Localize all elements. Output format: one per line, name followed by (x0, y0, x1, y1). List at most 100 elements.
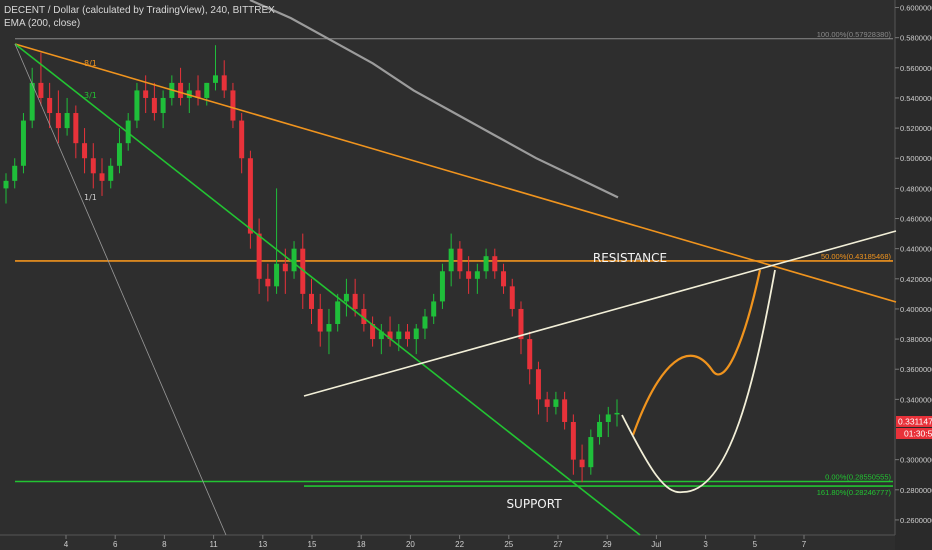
candle-body (457, 248, 463, 272)
candle-body (335, 301, 341, 325)
ema-line-group (249, 0, 619, 199)
rising-trendline[interactable] (303, 230, 897, 397)
y-tick-label: 0.60000000 (900, 4, 932, 13)
candle-body (326, 324, 332, 332)
countdown-tag (896, 428, 932, 439)
x-tick-label: 7 (802, 540, 807, 549)
candle-body (274, 263, 280, 287)
y-tick-label: 0.56000000 (900, 64, 932, 73)
candle-body (343, 293, 349, 302)
candle-body (413, 328, 419, 340)
y-tick-label: 0.40000000 (900, 305, 932, 314)
candle-body (579, 459, 585, 468)
candle-body (178, 82, 184, 98)
projection-orange-path[interactable] (631, 269, 762, 436)
fan-label-1-1: 1/1 (84, 193, 97, 202)
y-tick-label: 0.46000000 (900, 215, 932, 224)
candle-body (64, 113, 70, 129)
time-axis-ticks: 4 6 8 11 13 15 18 20 22 25 27 29 Jul 3 5 7 (64, 535, 807, 549)
candle-body (317, 308, 323, 332)
candle-body (282, 263, 288, 272)
candle-body (151, 97, 157, 114)
candle-body (518, 308, 524, 340)
candle-body (90, 158, 96, 174)
candle-body (474, 271, 480, 279)
support-label: SUPPORT (506, 497, 562, 511)
candle-body (448, 248, 454, 272)
candle-body (256, 233, 262, 279)
x-tick-label: 4 (64, 540, 69, 549)
candle-body (195, 90, 201, 98)
candle-body (73, 113, 79, 144)
price-axis-ticks: 0.60000000 0.58000000 0.56000000 0.54000000… (895, 4, 932, 525)
y-tick-label: 0.42000000 (900, 275, 932, 284)
projection-white-path[interactable] (621, 269, 776, 494)
indicator-title: EMA (200, close) (4, 18, 80, 29)
x-tick-label: 18 (357, 540, 366, 549)
candle-body (466, 271, 472, 279)
candle-body (588, 437, 594, 468)
ema-line (249, 0, 619, 199)
fib-level-label: 100.00%(0.57928380) (817, 30, 892, 39)
candle-body (160, 97, 166, 114)
x-tick-label: 29 (603, 540, 612, 549)
candle-body (239, 120, 245, 159)
candle-body (116, 143, 122, 166)
y-tick-label: 0.28000000 (900, 486, 932, 495)
candle-body (186, 90, 192, 98)
y-tick-label: 0.58000000 (900, 34, 932, 43)
fan-line-1-1[interactable] (14, 43, 227, 536)
candle-body (527, 339, 533, 370)
x-tick-label: 20 (406, 540, 415, 549)
y-tick-label: 0.34000000 (900, 395, 932, 404)
x-tick-label: 13 (258, 540, 267, 549)
trendlines-group (14, 43, 897, 536)
candle-body (309, 293, 314, 309)
fibonacci-levels: 100.00%(0.57928380) 50.00%(0.43185468) 0.0… (15, 30, 893, 497)
candle-body (221, 75, 227, 91)
candle-body (439, 271, 445, 302)
fan-line-8-1[interactable] (14, 43, 897, 303)
candle-body (108, 165, 114, 181)
last-price-tag (896, 416, 932, 427)
candle-body (291, 248, 297, 272)
x-tick-label: 3 (703, 540, 708, 549)
candle-body (82, 143, 88, 159)
resistance-label: RESISTANCE (593, 251, 667, 265)
candle-body (562, 399, 568, 422)
candle-body (134, 90, 140, 121)
last-price-value: 0.33114734 (898, 417, 932, 427)
symbol-title: DECENT / Dollar (calculated by TradingVi… (4, 5, 275, 16)
x-tick-label: 5 (753, 540, 758, 549)
candle-body (405, 331, 411, 340)
y-tick-label: 0.36000000 (900, 365, 932, 374)
candle-body (535, 369, 541, 400)
fan-line-3-1[interactable] (14, 43, 641, 536)
price-axis-panel[interactable] (895, 0, 932, 550)
candle-body (597, 421, 603, 438)
countdown-value: 01:30:52 (904, 429, 932, 439)
x-tick-label: 27 (554, 540, 563, 549)
candle-body (204, 82, 210, 98)
candle-body (47, 97, 53, 114)
candle-body (99, 173, 105, 181)
candle-body (361, 308, 367, 325)
candle-body (370, 324, 376, 340)
x-tick-label: 6 (113, 540, 118, 549)
candle-body (20, 120, 26, 166)
y-tick-label: 0.48000000 (900, 184, 932, 193)
x-tick-label: Jul (651, 540, 661, 549)
candle-body (378, 331, 384, 340)
candle-body (230, 90, 236, 121)
fan-label-8-1: 8/1 (84, 59, 97, 68)
candle-body (29, 82, 35, 121)
y-tick-label: 0.52000000 (900, 124, 932, 133)
candle-body (300, 248, 306, 294)
fib-level-label: 161.80%(0.28246777) (817, 488, 892, 497)
candle-body (212, 75, 218, 83)
candle-body (247, 158, 253, 234)
candle-body (431, 301, 437, 317)
candle-body (396, 331, 402, 340)
